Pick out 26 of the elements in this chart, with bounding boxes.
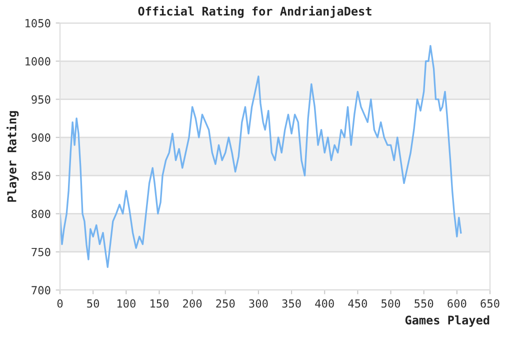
x-tick-label: 350 [282,299,301,308]
y-tick-label: 750 [32,248,50,256]
y-tick-label: 950 [32,95,50,104]
y-tick-label: 800 [32,210,50,218]
x-tick-label: 200 [183,299,202,308]
y-tick-label: 1050 [26,19,50,28]
x-tick-label: 250 [216,299,235,308]
y-tick-label: 900 [32,133,50,142]
x-tick-label: 0 [57,299,63,308]
y-tick-label: 700 [32,286,50,294]
y-axis-title: Player Rating [6,111,19,202]
y-tick-label: 850 [32,172,50,180]
x-axis-title: Games Played [405,315,490,327]
x-tick-label: 450 [348,299,368,308]
chart-title: Official Rating for AndrianjaDest [138,6,372,18]
x-tick-label: 50 [87,299,100,308]
y-tick-label: 1000 [26,57,50,66]
x-tick-label: 550 [414,299,434,308]
x-tick-label: 100 [117,299,136,308]
x-tick-label: 650 [480,299,500,308]
line-series [60,45,462,268]
x-tick-label: 400 [315,299,334,308]
x-tick-label: 600 [448,299,466,308]
x-tick-label: 500 [382,299,400,308]
x-tick-label: 150 [150,299,169,308]
x-tick-label: 300 [249,299,268,308]
